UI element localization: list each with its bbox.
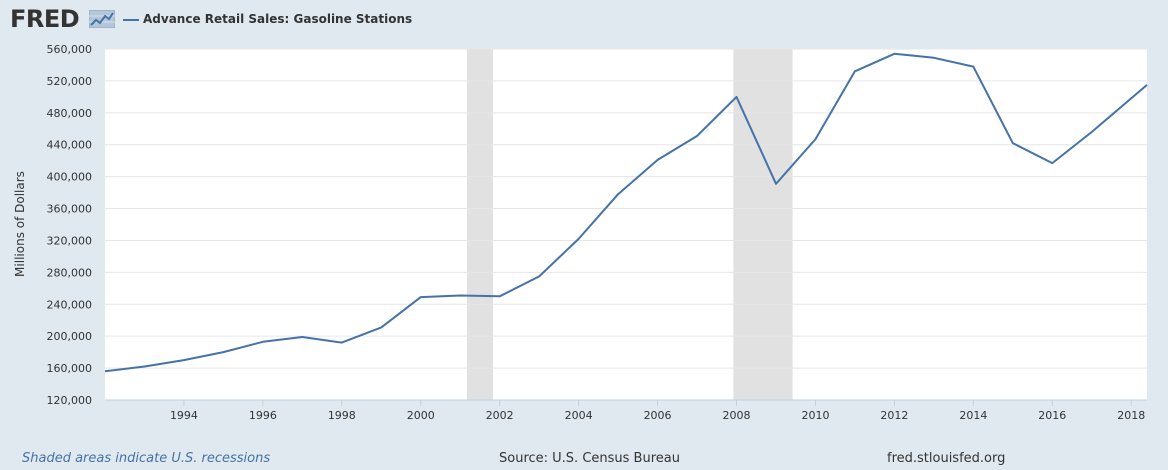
- y-tick-label: 160,000: [47, 362, 93, 375]
- data-point: [537, 274, 541, 278]
- data-point: [340, 341, 344, 345]
- fred-logo[interactable]: FRED: [10, 5, 80, 33]
- y-axis-label: Millions of Dollars: [13, 171, 27, 277]
- data-point: [656, 158, 660, 162]
- x-tick-label: 2000: [407, 409, 435, 422]
- data-point: [261, 340, 265, 344]
- data-point: [1011, 141, 1015, 145]
- legend-line-swatch: [123, 18, 139, 21]
- y-tick-label: 120,000: [47, 394, 93, 407]
- series-line[interactable]: [104, 52, 1148, 373]
- chart-canvas[interactable]: 120,000 160,000 200,000 240,000 280,000 320,0…: [0, 0, 1168, 440]
- data-point: [458, 293, 462, 297]
- data-point: [1145, 83, 1149, 87]
- data-point: [932, 56, 936, 60]
- y-tick-label: 360,000: [47, 203, 93, 216]
- data-point: [774, 182, 778, 186]
- x-tick-label: 2012: [880, 409, 908, 422]
- data-point: [735, 95, 739, 99]
- data-point: [182, 358, 186, 362]
- x-tick-label: 2008: [723, 409, 751, 422]
- y-tick-label: 240,000: [47, 298, 93, 311]
- data-point: [419, 295, 423, 299]
- y-tick-label: 520,000: [47, 75, 93, 88]
- x-tick-label: 2006: [644, 409, 672, 422]
- data-point: [300, 335, 304, 339]
- fred-url-link[interactable]: fred.stlouisfed.org: [887, 451, 1006, 466]
- legend[interactable]: Advance Retail Sales: Gasoline Stations: [123, 12, 412, 26]
- data-point: [221, 350, 225, 354]
- source-text: Source: U.S. Census Bureau: [499, 451, 680, 466]
- data-point: [1090, 130, 1094, 134]
- x-axis-tick-labels: 1994 1996 1998 2000 2002 2004 2006 2008 2010 2012…: [170, 409, 1145, 422]
- x-tick-label: 2002: [486, 409, 514, 422]
- recession-shading-group: [466, 49, 793, 400]
- plot-background: [105, 49, 1147, 400]
- recession-band-1: [733, 49, 793, 400]
- fred-logo-graph-icon: [89, 10, 115, 28]
- y-tick-label: 440,000: [47, 139, 93, 152]
- y-axis-tick-labels: 120,000 160,000 200,000 240,000 280,000 320,0…: [47, 43, 93, 407]
- data-point: [971, 65, 975, 69]
- data-point: [577, 237, 581, 241]
- data-point: [1050, 161, 1054, 165]
- x-tick-label: 2014: [959, 409, 987, 422]
- legend-series-label: Advance Retail Sales: Gasoline Stations: [143, 12, 413, 26]
- data-point: [892, 52, 896, 56]
- data-point: [853, 69, 857, 73]
- y-tick-label: 400,000: [47, 171, 93, 184]
- x-axis-ticks: [183, 400, 1132, 406]
- chart-header: FRED Advance Retail Sales: Gasoline Stat…: [0, 0, 1168, 40]
- x-tick-label: 1998: [328, 409, 356, 422]
- y-tick-label: 560,000: [47, 43, 93, 56]
- y-tick-label: 280,000: [47, 266, 93, 279]
- y-tick-label: 480,000: [47, 107, 93, 120]
- data-point: [616, 192, 620, 196]
- recession-band-0: [466, 49, 493, 400]
- data-point: [379, 325, 383, 329]
- x-tick-label: 1994: [170, 409, 198, 422]
- data-point: [695, 134, 699, 138]
- x-tick-label: 1996: [249, 409, 277, 422]
- data-point: [813, 137, 817, 141]
- x-tick-label: 2010: [801, 409, 829, 422]
- data-point: [498, 294, 502, 298]
- y-gridlines: [105, 48, 1147, 369]
- data-point: [142, 364, 146, 368]
- x-tick-label: 2004: [565, 409, 593, 422]
- y-tick-label: 320,000: [47, 234, 93, 247]
- data-point: [103, 369, 107, 373]
- y-tick-label: 200,000: [47, 330, 93, 343]
- x-tick-label: 2016: [1038, 409, 1066, 422]
- x-tick-label: 2018: [1117, 409, 1145, 422]
- recession-note-link[interactable]: Shaded areas indicate U.S. recessions: [22, 451, 271, 466]
